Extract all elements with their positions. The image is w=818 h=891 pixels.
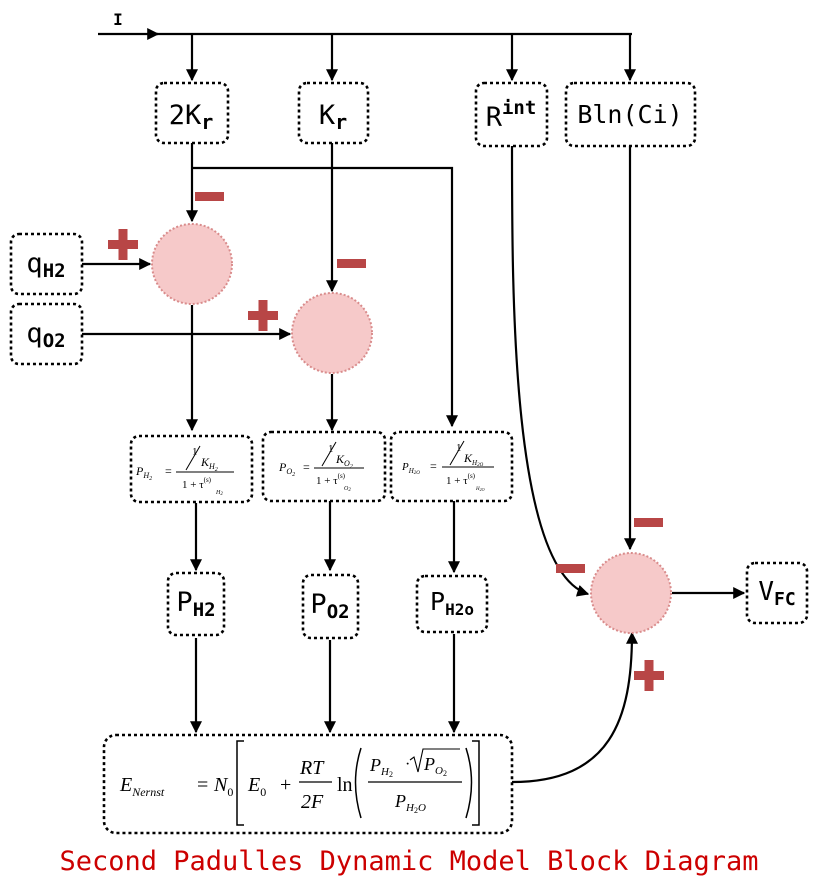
svg-text:KO2: KO2	[335, 452, 353, 470]
svg-text:ln: ln	[337, 774, 353, 796]
block-rint: Rint	[474, 81, 549, 148]
svg-text:·: ·	[405, 756, 410, 773]
plus-sign-qh2	[108, 229, 138, 260]
block-ph2o: PH2o	[415, 574, 489, 634]
tf-h2-equation: PH2 = 1 KH2 1 + τ(s) H2	[135, 445, 234, 497]
tf-o2-equation: PO2 = 1 KO2 1 + τ(s) O2	[278, 441, 364, 493]
sum-voltage	[590, 552, 672, 634]
block-vfc-label: VFC	[758, 577, 795, 610]
block-po2: PO2	[301, 573, 360, 640]
svg-text:1: 1	[456, 442, 462, 454]
svg-text:N0: N0	[213, 774, 233, 799]
wire-2kr-to-tf-h2o	[192, 166, 458, 428]
sum-o2	[291, 292, 373, 374]
svg-text:O2: O2	[344, 486, 351, 493]
block-bln: Bln(Ci)	[564, 81, 697, 148]
nernst-equation: ENernst = N0 E0 + RT 2F ln PH2 · PO2 PH2…	[119, 740, 480, 826]
wire-rint-to-sum-v	[510, 145, 590, 597]
svg-text:=: =	[165, 464, 172, 478]
block-nernst: ENernst = N0 E0 + RT 2F ln PH2 · PO2 PH2…	[102, 733, 514, 835]
tf-h2o-equation: PH2O = 1 KH2O 1 + τ(s) H2O	[401, 440, 494, 492]
plus-sign-qo2	[248, 300, 278, 331]
plus-sign-nernst	[634, 660, 664, 691]
sum-h2	[151, 223, 233, 305]
block-kr-label: Kr	[319, 100, 347, 134]
svg-text:PO2: PO2	[423, 754, 447, 778]
block-ph2: PH2	[166, 571, 226, 637]
svg-text:+: +	[280, 774, 291, 796]
wires	[82, 28, 746, 784]
minus-sign-kr	[337, 259, 366, 268]
svg-text:1 + τ(s): 1 + τ(s)	[316, 472, 346, 487]
svg-text:2F: 2F	[301, 791, 324, 813]
block-2kr-label: 2Kr	[169, 100, 214, 134]
minus-sign-2kr	[195, 192, 224, 201]
svg-text:1 + τ(s): 1 + τ(s)	[446, 472, 476, 487]
minus-sign-bln	[634, 518, 663, 527]
block-kr: Kr	[297, 81, 370, 145]
minus-sign-rint	[556, 564, 585, 573]
svg-text:H2: H2	[215, 490, 223, 497]
svg-text:PH2: PH2	[135, 464, 152, 482]
svg-text:E0: E0	[247, 774, 266, 799]
tf-h2: PH2 = 1 KH2 1 + τ(s) H2	[129, 434, 254, 504]
block-vfc: VFC	[745, 561, 809, 625]
svg-text:RT: RT	[299, 757, 325, 779]
svg-text:KH2O: KH2O	[463, 451, 484, 468]
svg-text:KH2: KH2	[200, 455, 218, 473]
svg-text:1 + τ(s): 1 + τ(s)	[182, 476, 212, 491]
block-ph2-label: PH2	[176, 587, 215, 621]
svg-text:=: =	[303, 460, 310, 474]
svg-text:1: 1	[328, 443, 334, 455]
svg-text:PH2O: PH2O	[394, 791, 426, 815]
diagram-caption: Second Padulles Dynamic Model Block Diag…	[59, 846, 759, 877]
svg-text:1: 1	[192, 446, 198, 458]
svg-text:ENernst: ENernst	[119, 774, 165, 799]
block-qh2-label: qH2	[26, 248, 65, 282]
wire-nernst-to-sum-v	[511, 631, 638, 784]
svg-text:=: =	[197, 774, 208, 796]
block-qh2: qH2	[9, 232, 84, 296]
block-po2-label: PO2	[310, 589, 349, 623]
svg-text:PH2O: PH2O	[401, 461, 420, 476]
tf-o2: PO2 = 1 KO2 1 + τ(s) O2	[261, 430, 387, 503]
input-i-label: I	[113, 10, 123, 29]
block-qo2-label: qO2	[26, 318, 65, 352]
block-rint-label: Rint	[486, 97, 537, 133]
block-2kr: 2Kr	[154, 81, 230, 145]
svg-text:=: =	[430, 459, 437, 473]
svg-text:PO2: PO2	[278, 460, 295, 478]
signs	[108, 192, 664, 691]
block-bln-label: Bln(Ci)	[577, 100, 682, 129]
svg-text:H2O: H2O	[475, 487, 485, 492]
svg-text:PH2: PH2	[369, 755, 393, 779]
block-qo2: qO2	[9, 302, 84, 366]
block-ph2o-label: PH2o	[430, 587, 474, 619]
tf-h2o: PH2O = 1 KH2O 1 + τ(s) H2O	[389, 430, 514, 503]
